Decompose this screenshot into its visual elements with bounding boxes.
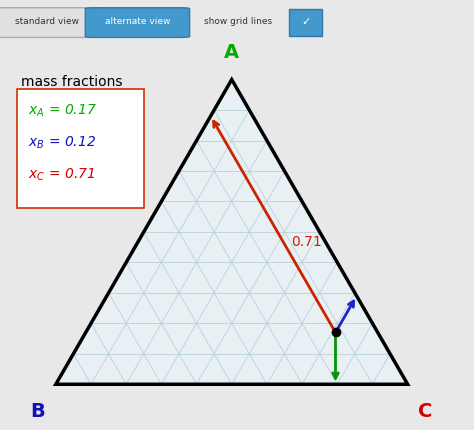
Text: standard view: standard view <box>15 17 80 26</box>
Text: ✓: ✓ <box>301 16 310 27</box>
Text: alternate view: alternate view <box>105 17 170 26</box>
FancyBboxPatch shape <box>289 9 322 36</box>
FancyBboxPatch shape <box>0 8 100 37</box>
Text: show grid lines: show grid lines <box>204 17 272 26</box>
Text: $x_A$ = 0.17: $x_A$ = 0.17 <box>27 103 97 119</box>
Text: $x_C$ = 0.71: $x_C$ = 0.71 <box>27 166 95 183</box>
Text: 0.71: 0.71 <box>291 235 321 249</box>
Text: B: B <box>30 402 45 421</box>
Text: A: A <box>224 43 239 62</box>
Text: $x_B$ = 0.12: $x_B$ = 0.12 <box>27 135 96 151</box>
Text: mass fractions: mass fractions <box>21 75 122 89</box>
FancyBboxPatch shape <box>85 8 190 37</box>
Polygon shape <box>56 80 408 384</box>
FancyBboxPatch shape <box>17 89 144 209</box>
Text: C: C <box>418 402 433 421</box>
